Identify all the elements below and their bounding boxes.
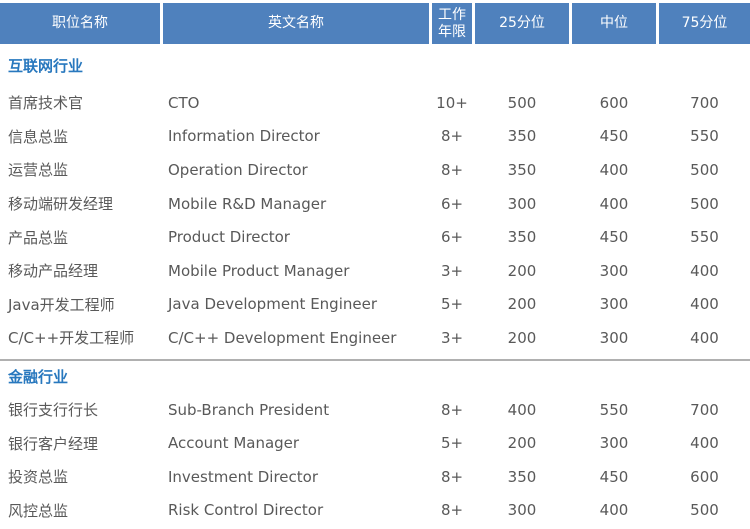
- cell-p75: 700: [690, 400, 719, 419]
- cell-p25: 300: [507, 194, 537, 213]
- cell-english-name: Product Director: [168, 228, 290, 247]
- cell-english-name: Information Director: [168, 127, 320, 146]
- cell-position: 银行支行行长: [8, 401, 99, 420]
- cell-english-name: Sub-Branch President: [168, 400, 330, 419]
- cell-position: 运营总监: [8, 161, 69, 180]
- section-title: 互联网行业: [8, 56, 84, 75]
- cell-median: 450: [599, 467, 629, 486]
- cell-median: 300: [599, 434, 629, 453]
- cell-p25: 500: [507, 93, 537, 112]
- cell-english-name: Investment Director: [168, 467, 318, 486]
- table-row: C/C++开发工程师 C/C++ Development Engineer 3+…: [0, 321, 750, 355]
- cell-p25: 350: [507, 228, 537, 247]
- cell-english-name: C/C++ Development Engineer: [168, 328, 397, 347]
- cell-position: Java开发工程师: [8, 295, 115, 314]
- cell-english-name: Risk Control Director: [168, 501, 324, 520]
- cell-work-years: 3+: [440, 261, 464, 280]
- cell-p75: 400: [690, 328, 719, 347]
- cell-position: 移动端研发经理: [8, 195, 114, 214]
- table-row: 移动端研发经理 Mobile R&D Manager 6+ 300 400 50…: [0, 187, 750, 221]
- cell-position: 产品总监: [8, 228, 69, 247]
- table-row: 风控总监 Risk Control Director 8+ 300 400 50…: [0, 494, 750, 528]
- cell-work-years: 10+: [436, 93, 468, 112]
- cell-p75: 400: [690, 295, 719, 314]
- cell-median: 400: [599, 194, 629, 213]
- cell-median: 400: [599, 501, 629, 520]
- cell-median: 600: [599, 93, 629, 112]
- cell-work-years: 5+: [440, 434, 464, 453]
- cell-median: 550: [599, 400, 629, 419]
- cell-median: 300: [599, 261, 629, 280]
- table-row: 银行客户经理 Account Manager 5+ 200 300 400: [0, 426, 750, 460]
- table-row: Java开发工程师 Java Development Engineer 5+ 2…: [0, 288, 750, 322]
- cell-english-name: Mobile R&D Manager: [168, 194, 327, 213]
- cell-p75: 700: [690, 93, 719, 112]
- cell-p75: 550: [690, 228, 719, 247]
- cell-english-name: Mobile Product Manager: [168, 261, 350, 280]
- cell-median: 400: [599, 160, 629, 179]
- cell-p25: 200: [507, 434, 537, 453]
- cell-median: 450: [599, 127, 629, 146]
- cell-p75: 500: [690, 501, 719, 520]
- cell-p25: 300: [507, 501, 537, 520]
- table-row: 运营总监 Operation Director 8+ 350 400 500: [0, 153, 750, 187]
- cell-p75: 550: [690, 127, 719, 146]
- cell-english-name: CTO: [168, 93, 200, 112]
- cell-position: C/C++开发工程师: [8, 329, 135, 348]
- cell-p75: 500: [690, 160, 719, 179]
- cell-median: 300: [599, 295, 629, 314]
- table-row: 银行支行行长 Sub-Branch President 8+ 400 550 7…: [0, 393, 750, 427]
- cell-work-years: 8+: [440, 160, 464, 179]
- cell-p75: 600: [690, 467, 719, 486]
- column-header-english: 英文名称: [163, 3, 429, 44]
- cell-p25: 350: [507, 467, 537, 486]
- column-header-work-years: 工作年限: [432, 3, 472, 44]
- table-row: 投资总监 Investment Director 8+ 350 450 600: [0, 460, 750, 494]
- cell-work-years: 3+: [440, 328, 464, 347]
- column-header-p25: 25分位: [475, 3, 569, 44]
- section-title: 金融行业: [8, 368, 69, 387]
- table-row: 首席技术官 CTO 10+ 500 600 700: [0, 86, 750, 120]
- cell-position: 移动产品经理: [8, 262, 99, 281]
- section-divider: [0, 358, 750, 361]
- cell-position: 风控总监: [8, 501, 69, 520]
- cell-position: 首席技术官: [8, 94, 84, 113]
- cell-english-name: Operation Director: [168, 160, 308, 179]
- table-row: 移动产品经理 Mobile Product Manager 3+ 200 300…: [0, 254, 750, 288]
- cell-english-name: Account Manager: [168, 434, 300, 453]
- cell-p75: 400: [690, 434, 719, 453]
- cell-p75: 500: [690, 194, 719, 213]
- cell-work-years: 6+: [440, 194, 464, 213]
- cell-work-years: 8+: [440, 127, 464, 146]
- table-body: 互联网行业 首席技术官 CTO 10+ 500 600 700 信息总监 Inf…: [0, 44, 750, 527]
- cell-work-years: 8+: [440, 400, 464, 419]
- cell-position: 银行客户经理: [8, 434, 99, 453]
- column-header-position: 职位名称: [0, 3, 160, 44]
- cell-english-name: Java Development Engineer: [168, 295, 378, 314]
- column-header-p75: 75分位: [659, 3, 750, 44]
- column-header-median: 中位: [572, 3, 656, 44]
- cell-work-years: 8+: [440, 501, 464, 520]
- cell-work-years: 6+: [440, 228, 464, 247]
- table-header-row: 职位名称 英文名称 工作年限 25分位 中位 75分位: [0, 3, 750, 44]
- table-row: 产品总监 Product Director 6+ 350 450 550: [0, 220, 750, 254]
- cell-p25: 400: [507, 400, 537, 419]
- cell-p25: 200: [507, 328, 537, 347]
- cell-median: 450: [599, 228, 629, 247]
- cell-work-years: 5+: [440, 295, 464, 314]
- cell-p25: 200: [507, 261, 537, 280]
- cell-p75: 400: [690, 261, 719, 280]
- cell-p25: 350: [507, 127, 537, 146]
- cell-position: 投资总监: [8, 468, 69, 487]
- cell-position: 信息总监: [8, 127, 69, 146]
- cell-work-years: 8+: [440, 467, 464, 486]
- cell-p25: 200: [507, 295, 537, 314]
- cell-p25: 350: [507, 160, 537, 179]
- table-row: 信息总监 Information Director 8+ 350 450 550: [0, 120, 750, 154]
- cell-median: 300: [599, 328, 629, 347]
